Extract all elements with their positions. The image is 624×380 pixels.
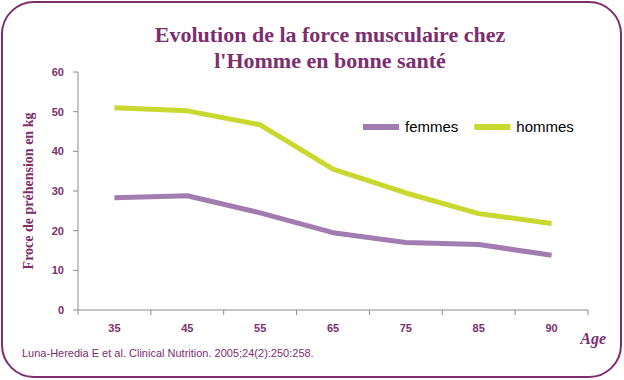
y-tick-label: 10 [52, 264, 64, 276]
title-line: Evolution de la force musculaire chez [155, 22, 506, 47]
y-tick [73, 151, 78, 152]
plot-area [114, 108, 551, 256]
y-tick [73, 230, 78, 231]
legend-label: femmes [405, 118, 458, 135]
legend-swatch [363, 124, 399, 130]
y-tick-label: 0 [58, 304, 64, 316]
chart: Evolution de la force musculaire chezl'H… [0, 0, 624, 380]
x-tick-label: 35 [108, 322, 120, 334]
x-tick-label: 75 [400, 322, 412, 334]
y-tick-label: 40 [52, 145, 64, 157]
series-line [114, 196, 551, 256]
y-tick-label: 30 [52, 185, 64, 197]
y-tick-label: 50 [52, 106, 64, 118]
y-tick [73, 191, 78, 192]
x-tick-label: 65 [327, 322, 339, 334]
x-tick [369, 310, 370, 315]
x-tick [78, 310, 79, 315]
y-axis-label: Froce de préhension en kg [21, 113, 36, 270]
x-tick-label: 45 [181, 322, 193, 334]
x-axis [78, 310, 588, 311]
x-tick-label: 85 [473, 322, 485, 334]
x-tick [442, 310, 443, 315]
x-axis-label: Age [579, 330, 606, 348]
title: Evolution de la force musculaire chezl'H… [155, 22, 506, 73]
x-tick [588, 310, 589, 315]
y-tick [73, 72, 78, 73]
series-line [114, 108, 551, 224]
x-tick [515, 310, 516, 315]
legend-label: hommes [516, 118, 574, 135]
x-tick-label: 55 [254, 322, 266, 334]
y-tick-label: 20 [52, 225, 64, 237]
y-tick [73, 270, 78, 271]
source: Luna-Heredia E et al. Clinical Nutrition… [22, 347, 314, 359]
x-tick [150, 310, 151, 315]
frame [2, 2, 621, 377]
legend-swatch [474, 124, 510, 130]
y-tick [73, 310, 78, 311]
y-tick-label: 60 [52, 66, 64, 78]
x-tick [296, 310, 297, 315]
x-tick [223, 310, 224, 315]
y-tick [73, 111, 78, 112]
x-tick-label: 90 [545, 322, 557, 334]
title-line: l'Homme en bonne santé [214, 48, 446, 73]
